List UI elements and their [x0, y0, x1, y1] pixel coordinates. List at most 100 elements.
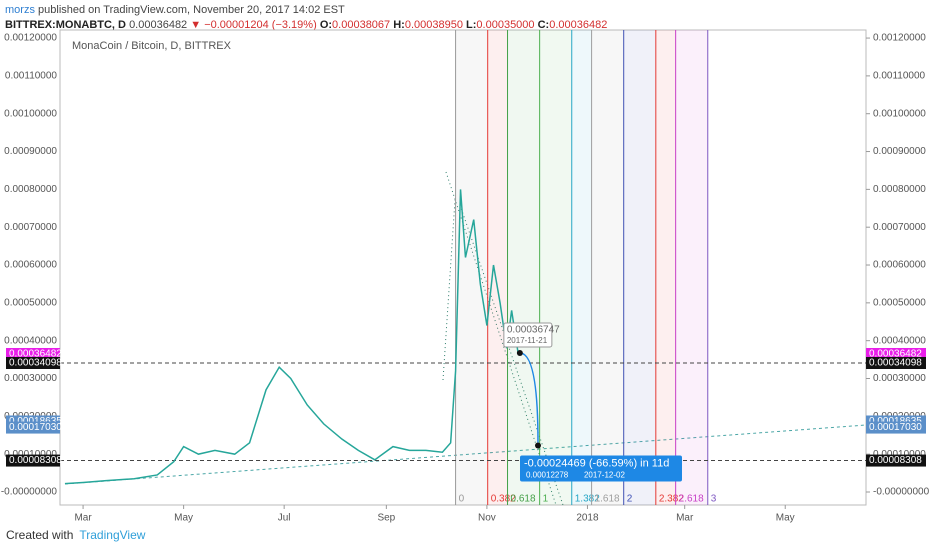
y-tick-label: 0.00110000 — [873, 71, 926, 82]
y-tick-label: 0.00050000 — [873, 297, 926, 308]
price-tag — [6, 347, 60, 360]
projection-end-value: 0.00012278 — [526, 471, 569, 480]
x-tick-label: Mar — [74, 513, 92, 524]
y-tick-label: 0.00050000 — [4, 297, 57, 308]
created-with: Created with — [6, 528, 74, 542]
ohlc-value: 0.00038950 — [404, 19, 463, 31]
last-price: 0.00036482 — [129, 19, 188, 31]
fib-band — [655, 30, 676, 505]
y-tick-label: 0.00120000 — [873, 33, 926, 44]
symbol: BITTREX:MONABTC, D — [5, 19, 126, 31]
price-tag — [866, 421, 926, 434]
change: −0.00001204 (−3.19%) — [204, 19, 317, 31]
fib-label: 2.618 — [679, 494, 704, 505]
price-line-series — [64, 189, 519, 485]
y-tick-label: 0.00040000 — [873, 335, 926, 346]
fib-label: 1 — [543, 494, 549, 505]
y-tick-label: 0.00100000 — [873, 108, 926, 119]
x-tick-label: Mar — [676, 513, 694, 524]
start-date: 2017-11-21 — [507, 336, 548, 345]
ohlc-value: 0.00035000 — [476, 19, 535, 31]
price-tag — [6, 421, 60, 434]
y-tick-label: 0.00080000 — [873, 184, 926, 195]
y-tick-label: -0.00000000 — [873, 487, 930, 498]
fib-label: 1.618 — [595, 494, 620, 505]
price-tag-label: 0.00017030 — [869, 422, 922, 433]
x-tick-label: May — [776, 513, 795, 524]
fib-label: 0 — [459, 494, 465, 505]
price-tag-label: 0.00036482 — [869, 349, 922, 360]
projection-end-date: 2017-12-02 — [584, 471, 625, 480]
price-tag-label: 0.00017030 — [9, 422, 62, 433]
projection-change: -0.00024469 (-66.59%) in 11d — [524, 457, 669, 469]
fib-band — [487, 30, 508, 505]
fib-label: 2 — [627, 494, 633, 505]
fib-band — [507, 30, 540, 505]
y-tick-label: 0.00080000 — [4, 184, 57, 195]
fib-band — [455, 30, 488, 505]
fib-label: 0.382 — [491, 494, 516, 505]
ohlc-value: 0.00036482 — [549, 19, 608, 31]
y-tick-label: 0.00110000 — [5, 71, 58, 82]
y-tick-label: 0.00030000 — [873, 373, 926, 384]
ohlc-key: C: — [537, 19, 550, 31]
published: published on TradingView.com, November 2… — [38, 4, 345, 16]
trend-line — [64, 424, 867, 485]
price-tag — [6, 454, 60, 467]
y-tick-label: 0.00060000 — [4, 260, 57, 271]
y-tick-label: 0.00030000 — [4, 373, 57, 384]
footer: Created with TradingView — [6, 528, 145, 542]
projection-box — [519, 455, 682, 482]
y-tick-label: 0.00010000 — [4, 449, 57, 460]
y-tick-label: -0.00000000 — [1, 487, 58, 498]
trend-line — [445, 171, 557, 506]
x-tick-label: May — [174, 513, 193, 524]
price-tag-label: 0.00034098 — [869, 358, 922, 369]
y-tick-label: 0.00070000 — [873, 222, 926, 233]
projection-arrow — [519, 352, 539, 443]
fib-label: 0.618 — [511, 494, 536, 505]
fib-band — [539, 30, 572, 505]
price-tag — [866, 454, 926, 467]
price-tag — [866, 347, 926, 360]
header: morzs published on TradingView.com, Nove… — [5, 3, 607, 33]
author[interactable]: morzs — [5, 4, 35, 16]
chart: MonaCoin / Bitcoin, D, BITTREX 0 0.3820.6… — [1, 29, 930, 524]
x-tick-label: 2018 — [576, 513, 599, 524]
brand[interactable]: TradingView — [79, 528, 146, 542]
y-tick-label: 0.00040000 — [4, 335, 57, 346]
projection-start — [516, 349, 523, 356]
y-tick-label: 0.00060000 — [873, 260, 926, 271]
y-tick-label: 0.00010000 — [873, 449, 926, 460]
fib-label: 1.382 — [575, 494, 600, 505]
fib-band — [623, 30, 656, 505]
fib-label: 2.382 — [659, 494, 684, 505]
trend-line — [442, 199, 456, 381]
price-tag-label: 0.00034098 — [9, 358, 62, 369]
y-tick-label: 0.00100000 — [4, 108, 57, 119]
price-tag-label: 0.00036482 — [9, 349, 62, 360]
ohlc-key: O: — [319, 19, 333, 31]
fib-label: 3 — [711, 494, 717, 505]
fib-band — [591, 30, 624, 505]
ohlc-key: L: — [466, 19, 477, 31]
price-tag-label: 0.00008308 — [9, 455, 62, 466]
x-tick-label: Sep — [377, 513, 395, 524]
fib-band — [675, 30, 708, 505]
start-box — [503, 322, 553, 348]
y-tick-label: 0.00070000 — [4, 222, 57, 233]
plot-frame — [59, 29, 867, 506]
ohlc-key: H: — [393, 19, 405, 31]
y-tick-label: 0.00120000 — [4, 33, 57, 44]
price-tag — [866, 357, 926, 370]
y-tick-label: 0.00090000 — [873, 146, 926, 157]
x-tick-label: Jul — [278, 513, 291, 524]
y-tick-label: 0.00090000 — [4, 146, 57, 157]
chart-title: MonaCoin / Bitcoin, D, BITTREX — [72, 40, 232, 52]
price-tag-label: 0.00008308 — [869, 455, 922, 466]
x-tick-label: Nov — [478, 513, 496, 524]
start-value: 0.00036747 — [507, 325, 560, 336]
fib-band — [571, 30, 592, 505]
ohlc-value: 0.00038067 — [332, 19, 391, 31]
